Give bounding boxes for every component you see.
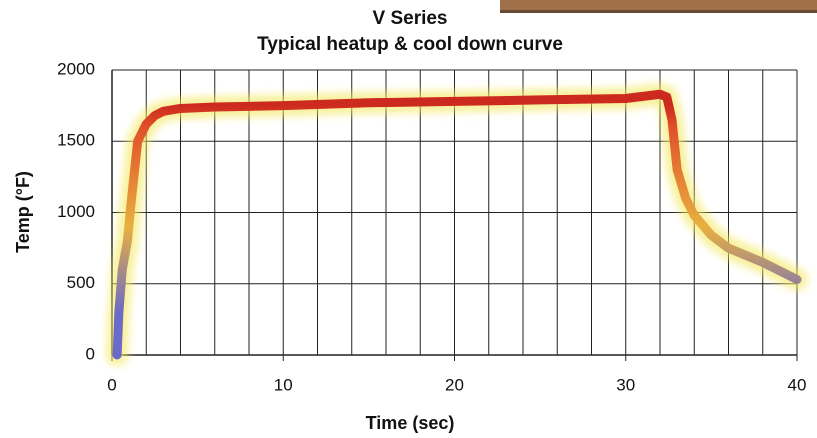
x-tick-label: 40 xyxy=(788,375,807,394)
chart-title: V Series xyxy=(373,8,448,29)
photo-strip xyxy=(500,0,817,12)
chart-subtitle: Typical heatup & cool down curve xyxy=(257,34,563,55)
y-tick-label: 1500 xyxy=(57,131,95,150)
x-tick-label: 0 xyxy=(107,375,116,394)
x-tick-label: 20 xyxy=(445,375,464,394)
line xyxy=(112,89,802,360)
y-tick-label: 0 xyxy=(86,344,95,363)
x-tick-label: 30 xyxy=(616,375,635,394)
line-glow xyxy=(106,83,808,366)
y-axis-label: Temp (°F) xyxy=(13,171,33,253)
x-axis-label: Time (sec) xyxy=(366,413,455,433)
photo-strip-edge xyxy=(500,10,817,13)
y-tick-label: 2000 xyxy=(57,59,95,78)
y-tick-label: 500 xyxy=(67,273,95,292)
y-tick-label: 1000 xyxy=(57,202,95,221)
x-tick-label: 10 xyxy=(274,375,293,394)
